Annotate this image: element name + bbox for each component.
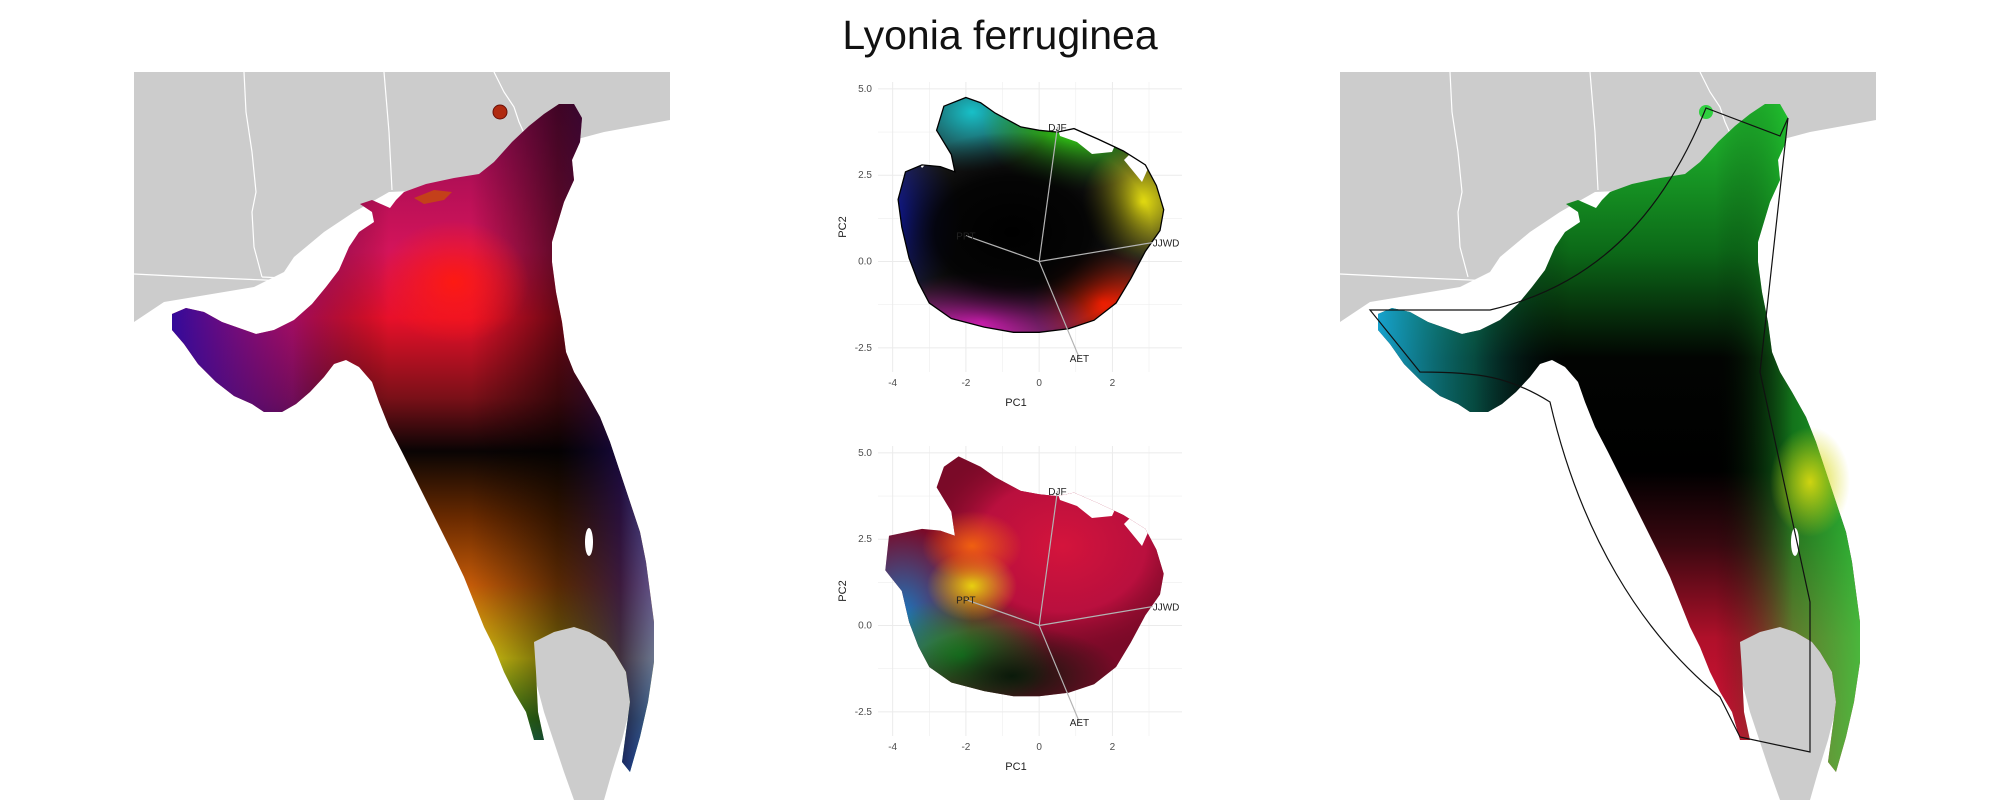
x-tick-label: 2 [1110, 378, 1116, 389]
vector-label-djf: DJF [1048, 487, 1066, 498]
pca-bottom: DJF PPT JJWD AET -4 -2 0 2 -2.5 0.0 2.5 5.0 PC1 PC2 [837, 446, 1182, 773]
vector-jjwd [1039, 241, 1153, 263]
x-tick-label: -4 [888, 378, 897, 389]
x-axis-label: PC1 [1005, 761, 1026, 773]
y-tick-label: 0.0 [858, 257, 872, 268]
vector-djf [1038, 126, 1059, 262]
vector-aet [1038, 625, 1080, 723]
land-south-tip [1740, 627, 1840, 800]
right-map [1340, 72, 1876, 800]
main-title: Lyonia ferruginea [842, 12, 1158, 58]
state-borders [134, 72, 530, 283]
pca-top-axes: -4 -2 0 2 -2.5 0.0 2.5 5.0 PC1 PC2 [837, 84, 1116, 409]
left-map [134, 72, 670, 800]
vector-label-aet: AET [1070, 354, 1089, 365]
x-tick-label: -2 [961, 378, 970, 389]
disjunct-patch [492, 104, 508, 120]
y-axis-label: PC2 [837, 216, 849, 237]
x-axis-label: PC1 [1005, 397, 1026, 409]
x-tick-label: 0 [1036, 378, 1042, 389]
vector-label-djf: DJF [1048, 123, 1066, 134]
hull-outline [1368, 107, 1811, 753]
y-tick-label: 0.0 [858, 621, 872, 632]
vector-label-ppt: PPT [956, 596, 975, 607]
y-tick-label: 5.0 [858, 84, 872, 95]
vector-label-jjwd: JJWD [1153, 603, 1180, 614]
pca-bottom-cloud [885, 456, 1164, 697]
x-tick-label: -4 [888, 742, 897, 753]
vector-aet [1038, 261, 1080, 359]
pca-top-cloud [898, 97, 1164, 333]
disjunct-patch [1699, 105, 1713, 119]
pca-top-vectors: DJF PPT JJWD AET [956, 123, 1179, 365]
x-tick-label: 2 [1110, 742, 1116, 753]
vector-djf [1038, 490, 1059, 626]
y-axis-label: PC2 [837, 580, 849, 601]
vector-jjwd [1039, 605, 1153, 627]
state-borders [1340, 72, 1736, 283]
vector-ppt [965, 235, 1040, 263]
vector-label-aet: AET [1070, 718, 1089, 729]
land-south-tip [534, 627, 634, 800]
y-tick-label: -2.5 [855, 343, 873, 354]
pca-top: DJF PPT JJWD AET -4 -2 0 2 -2.5 0.0 2.5 5.0 PC1 PC2 [837, 82, 1182, 409]
y-tick-label: 2.5 [858, 170, 872, 181]
pca-bottom-vectors: DJF PPT JJWD AET [956, 487, 1179, 729]
x-tick-label: 0 [1036, 742, 1042, 753]
y-tick-label: 5.0 [858, 448, 872, 459]
y-tick-label: -2.5 [855, 707, 873, 718]
pca-top-outline [897, 96, 1165, 333]
pca-bottom-axes: -4 -2 0 2 -2.5 0.0 2.5 5.0 PC1 PC2 [837, 448, 1116, 773]
x-tick-label: -2 [961, 742, 970, 753]
y-tick-label: 2.5 [858, 534, 872, 545]
vector-label-jjwd: JJWD [1153, 239, 1180, 250]
vector-label-ppt: PPT [956, 232, 975, 243]
vector-ppt [965, 599, 1040, 627]
